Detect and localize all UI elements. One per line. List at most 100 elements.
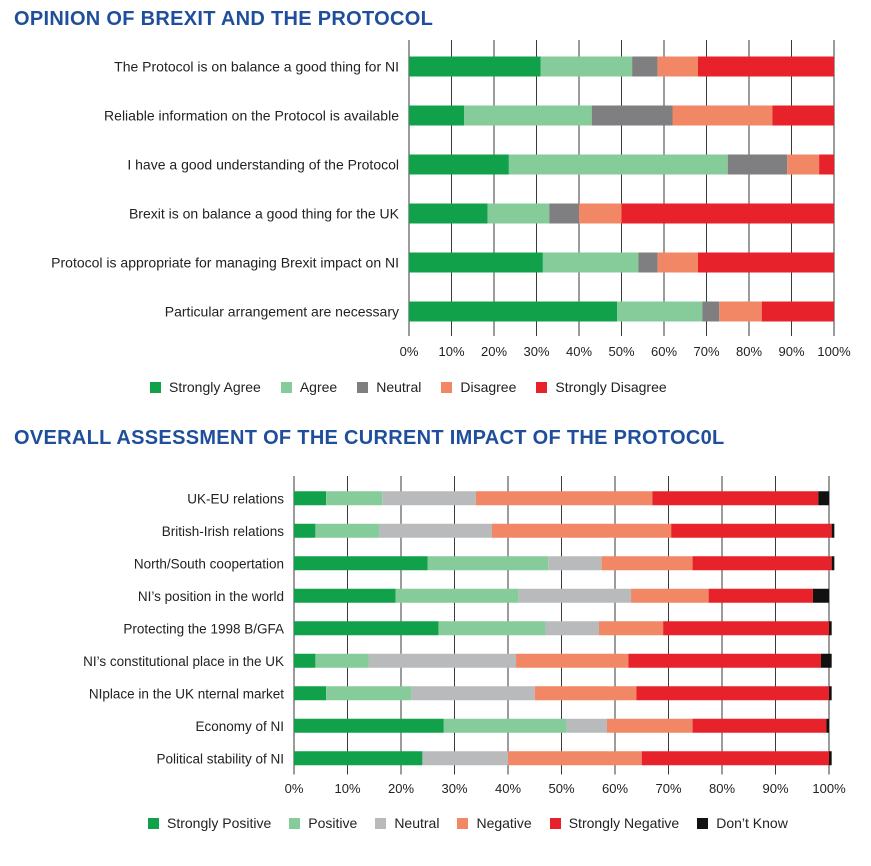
bar-segment <box>315 523 380 538</box>
legend-item: Strongly Agree <box>150 379 261 395</box>
bar-segment <box>628 653 821 668</box>
bar-segment <box>621 203 834 224</box>
chart2-title: OVERALL ASSESSMENT OF THE CURRENT IMPACT… <box>14 427 725 449</box>
x-tick-label: 0% <box>285 781 304 796</box>
legend-swatch <box>536 381 548 393</box>
x-tick-label: 90% <box>762 781 788 796</box>
bar-segment <box>601 556 693 571</box>
bar-segment <box>657 56 698 77</box>
bar-segment <box>518 588 632 603</box>
legend-label: Negative <box>476 815 532 831</box>
bar-segment <box>443 718 567 733</box>
category-label: Protocol is appropriate for managing Bre… <box>51 255 399 271</box>
bar-segment <box>548 556 602 571</box>
bar-segment <box>409 154 509 175</box>
bar-segment <box>692 556 832 571</box>
bar-segment <box>702 301 720 322</box>
x-tick-label: 100% <box>817 344 851 359</box>
bar-segment <box>671 523 832 538</box>
bar-segment <box>831 523 835 538</box>
legend-item: Neutral <box>375 815 439 831</box>
bar-segment <box>368 653 517 668</box>
x-tick-label: 70% <box>655 781 681 796</box>
x-tick-label: 50% <box>608 344 634 359</box>
bar-segment <box>411 686 535 701</box>
bar-segment <box>549 203 579 224</box>
category-label: I have a good understanding of the Proto… <box>127 157 399 173</box>
category-label: Brexit is on balance a good thing for th… <box>129 206 400 222</box>
x-tick-label: 70% <box>693 344 719 359</box>
legend-swatch <box>289 817 301 829</box>
bar-segment <box>663 621 829 636</box>
legend-item: Positive <box>289 815 357 831</box>
legend-swatch <box>441 381 453 393</box>
legend-item: Negative <box>457 815 532 831</box>
bar-segment <box>294 588 396 603</box>
legend-label: Disagree <box>460 379 517 395</box>
bar-segment <box>487 203 550 224</box>
bar-segment <box>829 751 832 766</box>
bar-segment <box>438 621 546 636</box>
bar-segment <box>641 751 829 766</box>
x-tick-label: 30% <box>523 344 549 359</box>
legend-swatch <box>549 817 561 829</box>
x-tick-label: 20% <box>388 781 414 796</box>
bar-segment <box>761 301 834 322</box>
x-tick-label: 100% <box>812 781 846 796</box>
bar-segment <box>294 686 327 701</box>
category-label: Particular arrangement are necessary <box>165 304 399 320</box>
bar-segment <box>294 621 439 636</box>
x-tick-label: 80% <box>709 781 735 796</box>
legend-label: Neutral <box>394 815 440 831</box>
bar-segment <box>382 491 476 506</box>
legend-item: Disagree <box>441 379 516 395</box>
bar-segment <box>606 718 693 733</box>
x-tick-label: 20% <box>481 344 507 359</box>
bar-segment <box>818 491 829 506</box>
x-tick-label: 60% <box>651 344 677 359</box>
chart1-title: OPINION OF BREXIT AND THE PROTOCOL <box>14 8 434 30</box>
bar-segment <box>772 105 834 126</box>
bar-segment <box>508 154 728 175</box>
bar-segment <box>632 56 658 77</box>
bar-segment <box>379 523 492 538</box>
bar-segment <box>294 556 428 571</box>
impact-chart: UK-EU relations British-Irish relations No… <box>83 476 846 796</box>
bar-segment <box>294 491 327 506</box>
bar-segment <box>326 491 383 506</box>
bar-segment <box>516 653 629 668</box>
legend-swatch <box>357 381 369 393</box>
legend-label: Neutral <box>376 379 422 395</box>
legend-item: Strongly Positive <box>148 815 271 831</box>
legend-label: Strongly Disagree <box>555 379 667 395</box>
bar-segment <box>395 588 519 603</box>
bar-segment <box>540 56 633 77</box>
category-label: North/South coopertation <box>134 556 284 571</box>
legend-swatch <box>697 817 709 829</box>
category-label: British-Irish relations <box>162 524 285 539</box>
category-label: Protecting the 1998 B/GFA <box>123 621 284 636</box>
legend-item: Neutral <box>357 379 421 395</box>
x-tick-label: 60% <box>602 781 628 796</box>
x-tick-label: 0% <box>400 344 419 359</box>
bar-segment <box>294 523 316 538</box>
category-label: Political stability of NI <box>156 751 284 766</box>
x-tick-label: 90% <box>778 344 804 359</box>
bar-segment <box>294 751 423 766</box>
category-label: NI’s position in the world <box>138 589 284 604</box>
bar-segment <box>719 301 762 322</box>
category-label: Economy of NI <box>195 719 284 734</box>
opinion-chart: The Protocol is on balance a good thing … <box>51 40 851 359</box>
x-tick-label: 50% <box>548 781 574 796</box>
bar-segment <box>829 621 832 636</box>
x-tick-label: 10% <box>334 781 360 796</box>
bar-segment <box>542 252 639 273</box>
bar-segment <box>652 491 819 506</box>
bar-segment <box>294 653 316 668</box>
x-tick-label: 10% <box>438 344 464 359</box>
legend-label: Agree <box>299 379 338 395</box>
x-tick-label: 40% <box>566 344 592 359</box>
bar-segment <box>294 718 444 733</box>
bar-segment <box>315 653 369 668</box>
bar-segment <box>631 588 709 603</box>
